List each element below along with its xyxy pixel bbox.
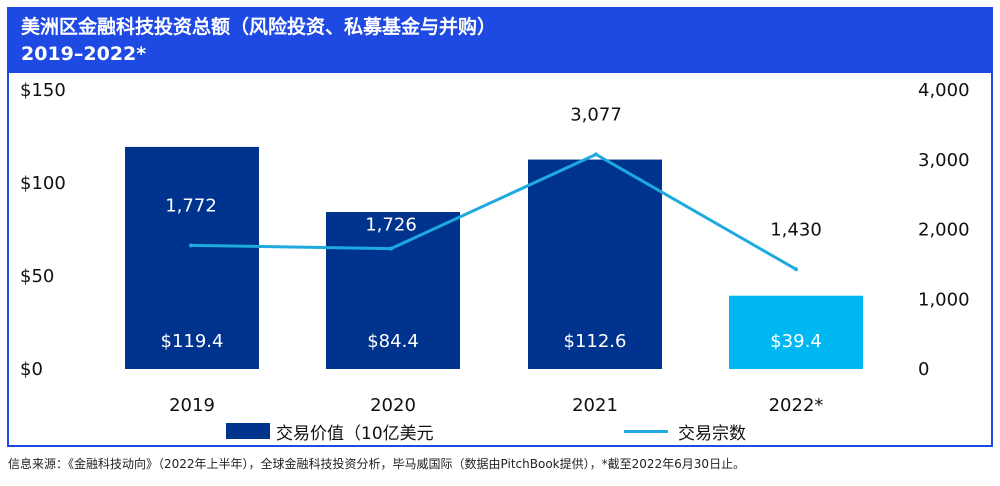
legend-bar: 交易价值（10亿美元 [226, 419, 434, 444]
x-tick-label: 2019 [169, 395, 215, 416]
chart-title: 美洲区金融科技投资总额（风险投资、私募基金与并购） [21, 16, 497, 38]
line-point [189, 243, 193, 248]
chart-subtitle: 2019–2022* [21, 43, 147, 65]
legend-bar-swatch [226, 423, 270, 439]
x-tick-label: 2022* [769, 395, 824, 416]
y-left-tick: $50 [20, 266, 54, 287]
legend-bar-label: 交易价值（10亿美元 [276, 423, 434, 444]
bar [528, 159, 662, 369]
y-left-tick: $100 [20, 173, 66, 194]
x-tick-label: 2020 [370, 395, 416, 416]
y-right-tick: 3,000 [918, 150, 970, 171]
bar [326, 212, 460, 369]
legend-line-swatch [624, 429, 668, 433]
y-right-tick: 2,000 [918, 220, 970, 241]
bar-value-label: $112.6 [564, 331, 627, 352]
y-left-tick: $150 [20, 80, 66, 101]
line-value-label: 1,726 [365, 215, 417, 236]
line-point [389, 246, 393, 251]
legend-line: 交易宗数 [624, 419, 746, 444]
y-left-tick: $0 [20, 359, 43, 380]
line-point [594, 152, 598, 157]
legend-line-label: 交易宗数 [678, 423, 746, 444]
line-series [190, 152, 797, 271]
y-right-tick: 0 [918, 359, 929, 380]
chart-header: 美洲区金融科技投资总额（风险投资、私募基金与并购） 2019–2022* [9, 9, 991, 73]
y-right-tick: 4,000 [918, 80, 970, 101]
line-value-label: 1,430 [770, 219, 822, 240]
footnote: 信息来源：《金融科技动向》（2022年上半年），全球金融科技投资分析，毕马威国际… [8, 457, 746, 471]
line-point [794, 267, 798, 272]
bar-value-label: $119.4 [161, 331, 224, 352]
line-value-label: 3,077 [570, 104, 622, 125]
y-right-tick: 1,000 [918, 289, 970, 310]
bar [125, 146, 259, 369]
line-value-label: 1,772 [165, 195, 217, 216]
x-tick-label: 2021 [572, 395, 618, 416]
bar [729, 295, 863, 369]
bar-value-label: $84.4 [367, 331, 419, 352]
bar-value-label: $39.4 [770, 331, 822, 352]
